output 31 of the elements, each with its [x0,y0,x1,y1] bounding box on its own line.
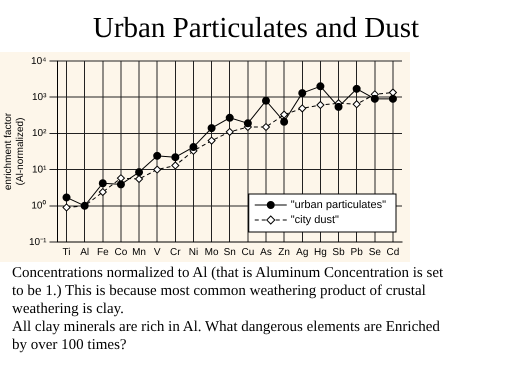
x-tick-label: Ti [62,246,71,258]
x-tick-label: Cr [170,246,182,258]
x-tick-label: As [260,246,272,258]
x-tick-label: Cd [386,246,400,258]
y-tick-label: 10⁻¹ [29,236,48,248]
y-axis-title: enrichment factor (Al-normalized) [2,112,26,190]
text: Concentrations normalized to Al (that is Aluminum Concentration is set to be 1.) This is because most common weathering product of crustal weathering is clay. [12,264,444,318]
y-tick-label: 10⁰ [31,200,46,212]
x-tick-label: Se [368,246,382,258]
x-tick-label: Ni [188,246,198,258]
y-tick-label: 10³ [32,92,48,103]
x-tick-label: Mn [132,246,146,258]
legend-label: "city dust" [290,214,339,226]
x-tick-label: Fe [96,246,110,258]
x-tick-label: Mo [204,246,219,258]
y-tick-label: 10¹ [32,164,48,176]
chart-title: Urban Particulates and Dust [92,12,420,46]
x-tick-label: Co [114,246,128,258]
x-tick-label: Hg [314,246,327,258]
x-tick-label: Zn [278,246,290,258]
x-tick-label: Pb [350,246,364,258]
x-tick-label: Sn [224,246,236,258]
x-tick-label: Ag [296,246,308,258]
x-tick-label: Al [80,246,90,258]
x-tick-label: Sb [332,246,346,258]
x-tick-label: V [154,246,161,258]
y-tick-label: 10⁴ [31,56,46,67]
text: All clay minerals are rich in Al. What dangerous elements are Enriched by over 100 times? [12,318,441,354]
y-tick-label: 10² [32,128,48,140]
legend-label: "urban particulates" [290,199,386,212]
x-tick-label: Cu [241,246,254,258]
